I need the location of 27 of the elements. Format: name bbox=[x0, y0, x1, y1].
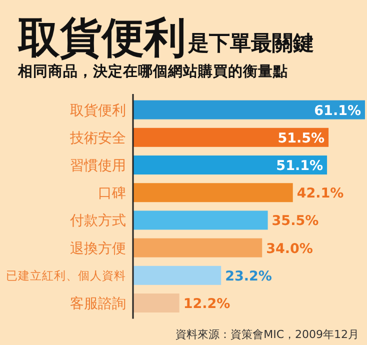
bar bbox=[133, 156, 328, 174]
data-label: 12.2% bbox=[183, 296, 231, 312]
y-tick-label: 取貨便利 bbox=[70, 102, 126, 119]
data-label: 61.1% bbox=[314, 102, 362, 119]
bar bbox=[133, 294, 180, 312]
bar bbox=[133, 238, 262, 258]
data-label: 23.2% bbox=[225, 268, 272, 284]
y-tick-label: 習慣使用 bbox=[70, 158, 126, 174]
y-tick-label: 付款方式 bbox=[69, 213, 126, 230]
bar bbox=[133, 183, 293, 202]
bar bbox=[133, 210, 268, 230]
text: 相同商品，決定在哪個網站購買的衡量點 bbox=[17, 62, 288, 80]
bar bbox=[133, 100, 365, 120]
data-label: 34.0% bbox=[266, 240, 314, 257]
y-tick-label: 已建立紅利、個人資料 bbox=[6, 268, 126, 283]
source-note: 資料來源：資策會MIC，2009年12月 bbox=[176, 328, 359, 341]
data-label: 42.1% bbox=[296, 186, 344, 202]
y-tick-label: 退換方便 bbox=[70, 240, 126, 257]
data-label: 35.5% bbox=[272, 213, 320, 230]
y-tick-label: 口碑 bbox=[98, 186, 126, 202]
y-tick-label: 技術安全 bbox=[69, 130, 126, 146]
bar bbox=[133, 128, 329, 147]
data-label: 51.1% bbox=[276, 158, 324, 174]
data-label: 51.5% bbox=[278, 130, 326, 146]
bar bbox=[133, 266, 222, 285]
y-tick-label: 客服諮詢 bbox=[70, 296, 126, 312]
chart-subtitle: 是下單最關鍵 bbox=[187, 31, 314, 55]
